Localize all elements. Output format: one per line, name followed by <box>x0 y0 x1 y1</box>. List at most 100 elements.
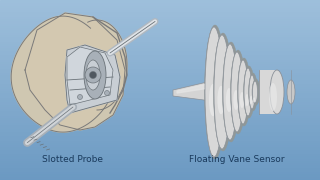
Bar <box>0 146 320 148</box>
Bar <box>0 97 320 99</box>
Bar <box>0 169 320 171</box>
Polygon shape <box>11 16 115 132</box>
Bar <box>0 119 320 122</box>
Polygon shape <box>65 45 120 113</box>
Bar <box>0 171 320 173</box>
Bar <box>0 153 320 155</box>
Bar <box>0 34 320 36</box>
Bar <box>0 38 320 40</box>
Bar <box>0 88 320 90</box>
Ellipse shape <box>244 66 254 118</box>
Bar <box>0 45 320 47</box>
Ellipse shape <box>217 86 225 114</box>
Ellipse shape <box>233 90 239 110</box>
Bar <box>0 148 320 151</box>
Bar <box>0 68 320 70</box>
Bar <box>0 74 320 76</box>
FancyBboxPatch shape <box>259 70 277 114</box>
Bar <box>0 106 320 108</box>
Bar <box>0 9 320 11</box>
Bar <box>0 61 320 63</box>
Bar <box>0 103 320 106</box>
Bar <box>0 130 320 133</box>
Bar <box>0 99 320 101</box>
Polygon shape <box>25 13 125 130</box>
Bar <box>0 7 320 9</box>
Bar <box>0 4 320 7</box>
Ellipse shape <box>204 25 226 159</box>
Bar <box>0 140 320 142</box>
Ellipse shape <box>249 73 258 111</box>
Bar <box>0 144 320 146</box>
Circle shape <box>85 67 101 83</box>
Ellipse shape <box>237 58 251 126</box>
Bar <box>0 65 320 68</box>
Bar <box>0 22 320 25</box>
Bar <box>0 112 320 115</box>
Bar <box>0 11 320 14</box>
Ellipse shape <box>86 60 100 90</box>
Bar <box>0 16 320 18</box>
Bar <box>0 0 320 2</box>
Ellipse shape <box>238 60 248 124</box>
Ellipse shape <box>209 84 217 116</box>
Bar <box>0 122 320 124</box>
Ellipse shape <box>84 51 106 99</box>
Bar <box>0 79 320 81</box>
Ellipse shape <box>252 81 258 103</box>
Ellipse shape <box>269 83 277 111</box>
Bar <box>0 155 320 158</box>
Ellipse shape <box>213 33 233 151</box>
Bar <box>0 40 320 43</box>
Ellipse shape <box>226 88 232 112</box>
Ellipse shape <box>244 68 252 116</box>
Bar <box>0 124 320 126</box>
Circle shape <box>90 71 97 78</box>
Polygon shape <box>173 72 250 106</box>
Bar <box>0 86 320 88</box>
Ellipse shape <box>252 79 260 105</box>
Ellipse shape <box>230 50 245 134</box>
Circle shape <box>77 94 83 100</box>
Bar <box>0 108 320 110</box>
Bar <box>0 115 320 117</box>
Bar <box>0 162 320 164</box>
Ellipse shape <box>240 92 244 108</box>
Bar <box>0 101 320 104</box>
Bar <box>0 72 320 74</box>
Ellipse shape <box>253 97 255 103</box>
Bar <box>0 176 320 178</box>
Ellipse shape <box>287 80 295 104</box>
Bar <box>0 14 320 16</box>
Bar <box>0 135 320 137</box>
Bar <box>0 58 320 61</box>
Bar <box>0 27 320 29</box>
Text: Floating Vane Sensor: Floating Vane Sensor <box>189 156 285 165</box>
Ellipse shape <box>270 70 284 114</box>
Bar <box>0 20 320 22</box>
Bar <box>0 117 320 119</box>
Bar <box>0 178 320 180</box>
Bar <box>0 158 320 160</box>
Bar <box>0 133 320 135</box>
Polygon shape <box>67 47 113 105</box>
Ellipse shape <box>250 96 252 104</box>
Bar <box>0 18 320 20</box>
Bar <box>0 137 320 140</box>
Ellipse shape <box>214 35 230 149</box>
Circle shape <box>105 91 109 96</box>
Bar <box>0 128 320 130</box>
Bar <box>0 31 320 34</box>
Bar <box>0 47 320 50</box>
Bar <box>0 76 320 79</box>
Text: Slotted Probe: Slotted Probe <box>42 156 102 165</box>
Bar <box>0 126 320 128</box>
Bar <box>0 54 320 56</box>
Bar <box>0 43 320 45</box>
Bar <box>0 142 320 144</box>
Bar <box>0 164 320 166</box>
Bar <box>0 56 320 58</box>
Bar <box>0 36 320 38</box>
Bar <box>0 81 320 83</box>
Bar <box>0 50 320 52</box>
